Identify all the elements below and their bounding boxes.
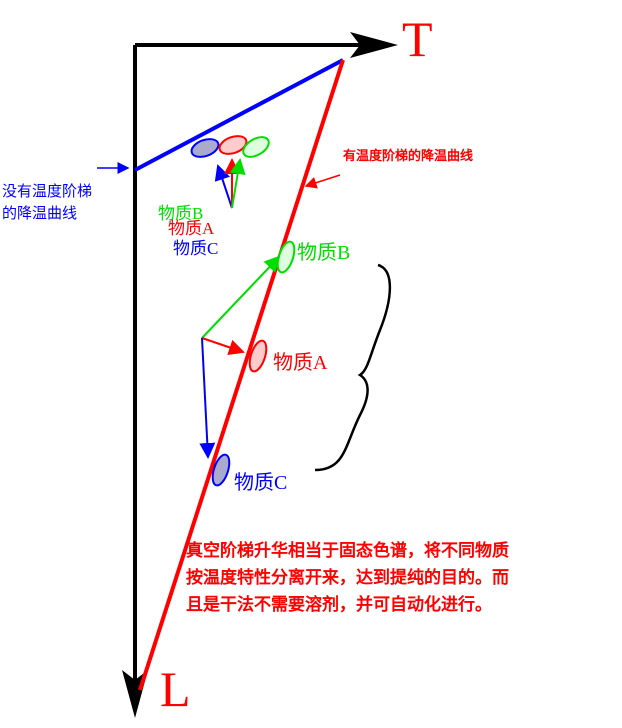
l-label: L [160,661,191,717]
substance-label: 物质C [173,239,218,258]
substance-label: 物质A [273,351,328,374]
small-cluster [190,135,270,209]
note-line: 真空阶梯升华相当于固态色谱，将不同物质 [186,540,509,561]
pointer [304,174,341,189]
red-curve [138,59,345,691]
blue-curve [134,58,344,172]
t-label: T [402,11,433,67]
separation [199,240,392,487]
curve-label: 有温度阶梯的降温曲线 [343,148,473,164]
substance-label: 物质B [158,204,203,223]
curve-label: 的降温曲线 [2,204,77,222]
substance-label: 物质C [234,471,287,494]
substance-label: 物质B [297,241,350,264]
note-line: 且是干法不需要溶剂，并可自动化进行。 [186,594,492,615]
curve-label: 没有温度阶梯 [2,182,92,200]
substance-label: 物质A [168,219,215,238]
note-line: 按温度特性分离开来，达到提纯的目的。而 [186,567,509,588]
